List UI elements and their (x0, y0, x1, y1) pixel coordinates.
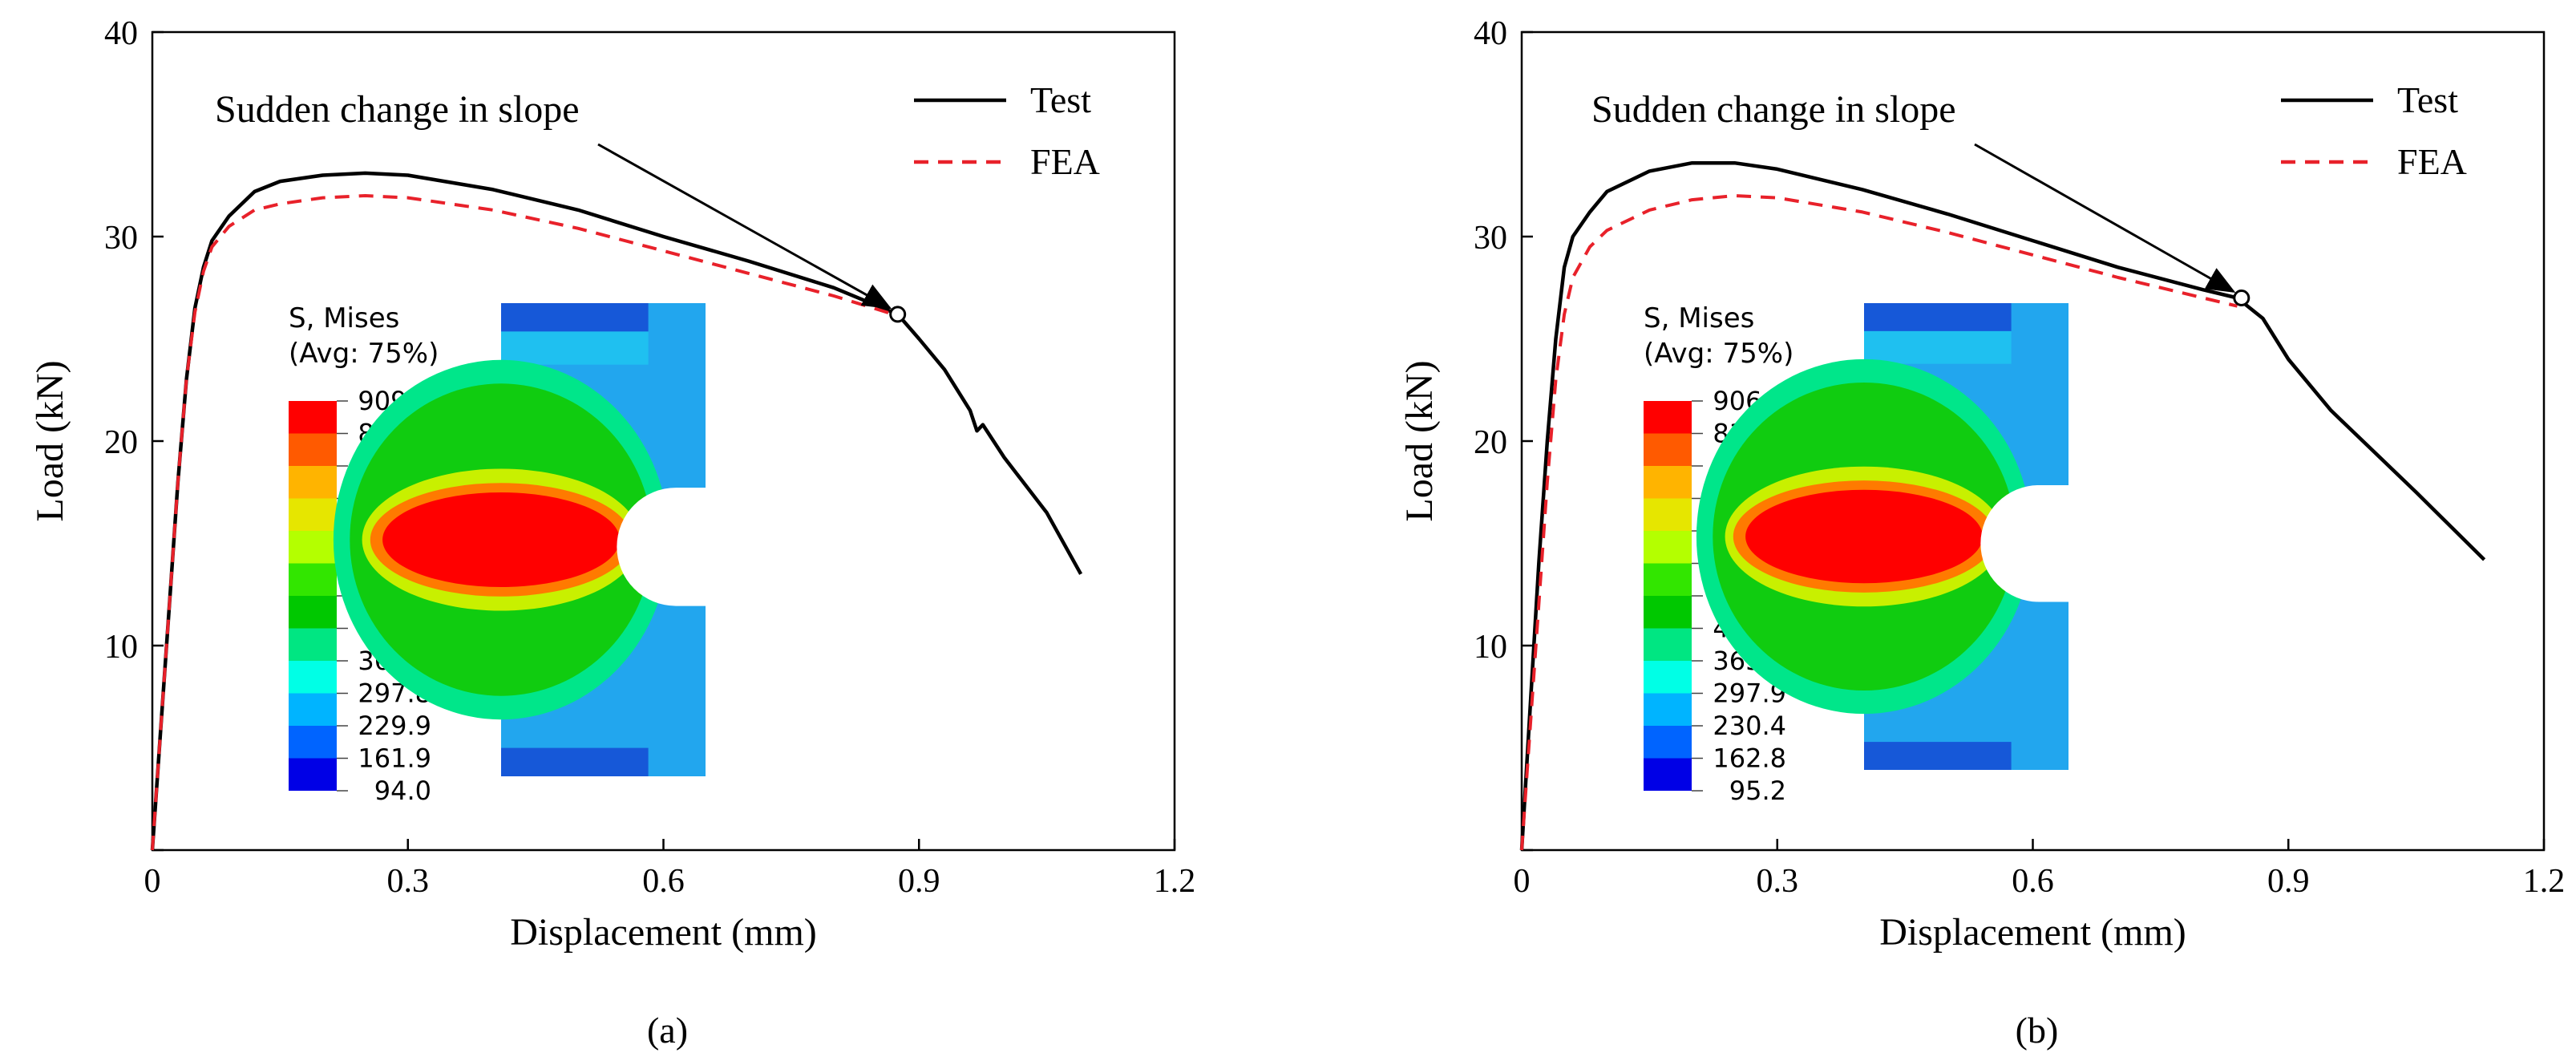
y-tick-label: 30 (104, 220, 138, 257)
color-band (1644, 466, 1692, 499)
inset-subtitle: (Avg: 75%) (1644, 338, 1793, 370)
color-band (1644, 758, 1692, 791)
y-tick-label: 40 (104, 15, 138, 52)
color-band (289, 466, 337, 499)
notch-cutout (617, 488, 706, 606)
color-band (1644, 498, 1692, 531)
contour-top-light (1864, 330, 2012, 364)
y-tick-label: 10 (104, 629, 138, 666)
color-band (1644, 531, 1692, 564)
contour-top-band (501, 303, 649, 332)
stress-contour-image (1696, 303, 2073, 770)
color-band (1644, 401, 1692, 434)
scale-label: 162.8 (1713, 743, 1786, 774)
color-band (289, 563, 337, 596)
inset-subtitle: (Avg: 75%) (289, 338, 439, 370)
scale-label: 95.2 (1729, 776, 1786, 806)
contour-edge (706, 303, 710, 776)
panel-label: (b) (2016, 1010, 2059, 1051)
color-band (289, 433, 337, 466)
chart-panel-b: 0 0.3 0.6 0.9 1.2 10 20 30 40 Displacement (mm) Lo… (1398, 15, 2565, 1051)
scale-label: 229.9 (358, 711, 431, 741)
color-band (289, 401, 337, 434)
annotation-arrow (597, 143, 892, 310)
contour-red (382, 492, 620, 587)
x-axis-label: Displacement (mm) (1879, 911, 2186, 954)
legend-label-fea: FEA (2397, 141, 2467, 182)
contour-top-band (1864, 303, 2012, 331)
color-band (1644, 693, 1692, 726)
contour-red (1745, 489, 1983, 584)
inset-title: S, Mises (1644, 302, 1754, 334)
x-tick-label: 0.3 (387, 863, 430, 900)
color-band (289, 531, 337, 564)
x-tick-label: 0 (144, 863, 161, 900)
mises-inset: S, Mises(Avg: 75%)906.2838.7771.1703.563… (1644, 302, 2073, 806)
contour-edge (2069, 303, 2073, 770)
color-band (1644, 563, 1692, 596)
y-tick-label: 10 (1474, 629, 1507, 666)
x-tick-label: 0.6 (642, 863, 685, 900)
color-band (1644, 628, 1692, 661)
series-line-test (1519, 160, 2486, 851)
scale-label: 230.4 (1713, 711, 1786, 741)
contour-bottom-band (501, 747, 649, 776)
color-band (1644, 661, 1692, 694)
scale-label: 94.0 (374, 776, 431, 806)
y-axis-label: Load (kN) (1398, 360, 1441, 521)
mises-inset: S, Mises(Avg: 75%)909.3841.4773.4705.563… (289, 302, 710, 806)
series-line-fea (151, 194, 894, 851)
color-band (1644, 433, 1692, 466)
chart-panel-a: 0 0.3 0.6 0.9 1.2 10 20 30 40 Displacement (mm) Lo… (29, 15, 1195, 1051)
scale-label: 161.9 (358, 743, 431, 774)
x-tick-label: 0.9 (898, 863, 940, 900)
color-band (289, 596, 337, 629)
y-tick-label: 20 (104, 424, 138, 461)
y-axis-label: Load (kN) (29, 360, 71, 521)
color-band (1644, 726, 1692, 759)
color-band (289, 628, 337, 661)
x-tick-label: 1.2 (2523, 863, 2566, 900)
annotation-marker (889, 306, 907, 323)
color-band (1644, 596, 1692, 629)
color-band (289, 661, 337, 694)
notch-cutout (1980, 484, 2068, 602)
x-tick-label: 1.2 (1154, 863, 1196, 900)
contour-top-light (501, 331, 649, 365)
series-line-fea (1520, 194, 2238, 851)
legend-label-fea: FEA (1030, 141, 1100, 182)
annotation-marker (2233, 290, 2250, 306)
x-tick-label: 0.3 (1757, 863, 1799, 900)
legend-label-test: Test (1030, 79, 1091, 120)
color-band (289, 758, 337, 791)
panel-label: (a) (647, 1010, 688, 1051)
inset-title: S, Mises (289, 302, 399, 334)
legend-label-test: Test (2397, 79, 2458, 120)
annotation-text: Sudden change in slope (1591, 88, 1956, 131)
color-band (289, 498, 337, 531)
x-axis-label: Displacement (mm) (510, 911, 817, 954)
color-band (289, 726, 337, 759)
color-band (289, 693, 337, 726)
stress-contour-image (333, 303, 710, 776)
contour-bottom-band (1864, 742, 2012, 770)
x-tick-label: 0 (1514, 863, 1531, 900)
annotation-text: Sudden change in slope (215, 88, 580, 131)
x-tick-label: 0.9 (2267, 863, 2310, 900)
y-tick-label: 20 (1474, 424, 1507, 461)
x-tick-label: 0.6 (2012, 863, 2054, 900)
annotation-arrow (1974, 143, 2236, 293)
y-tick-label: 30 (1474, 220, 1507, 257)
y-tick-label: 40 (1474, 15, 1507, 52)
